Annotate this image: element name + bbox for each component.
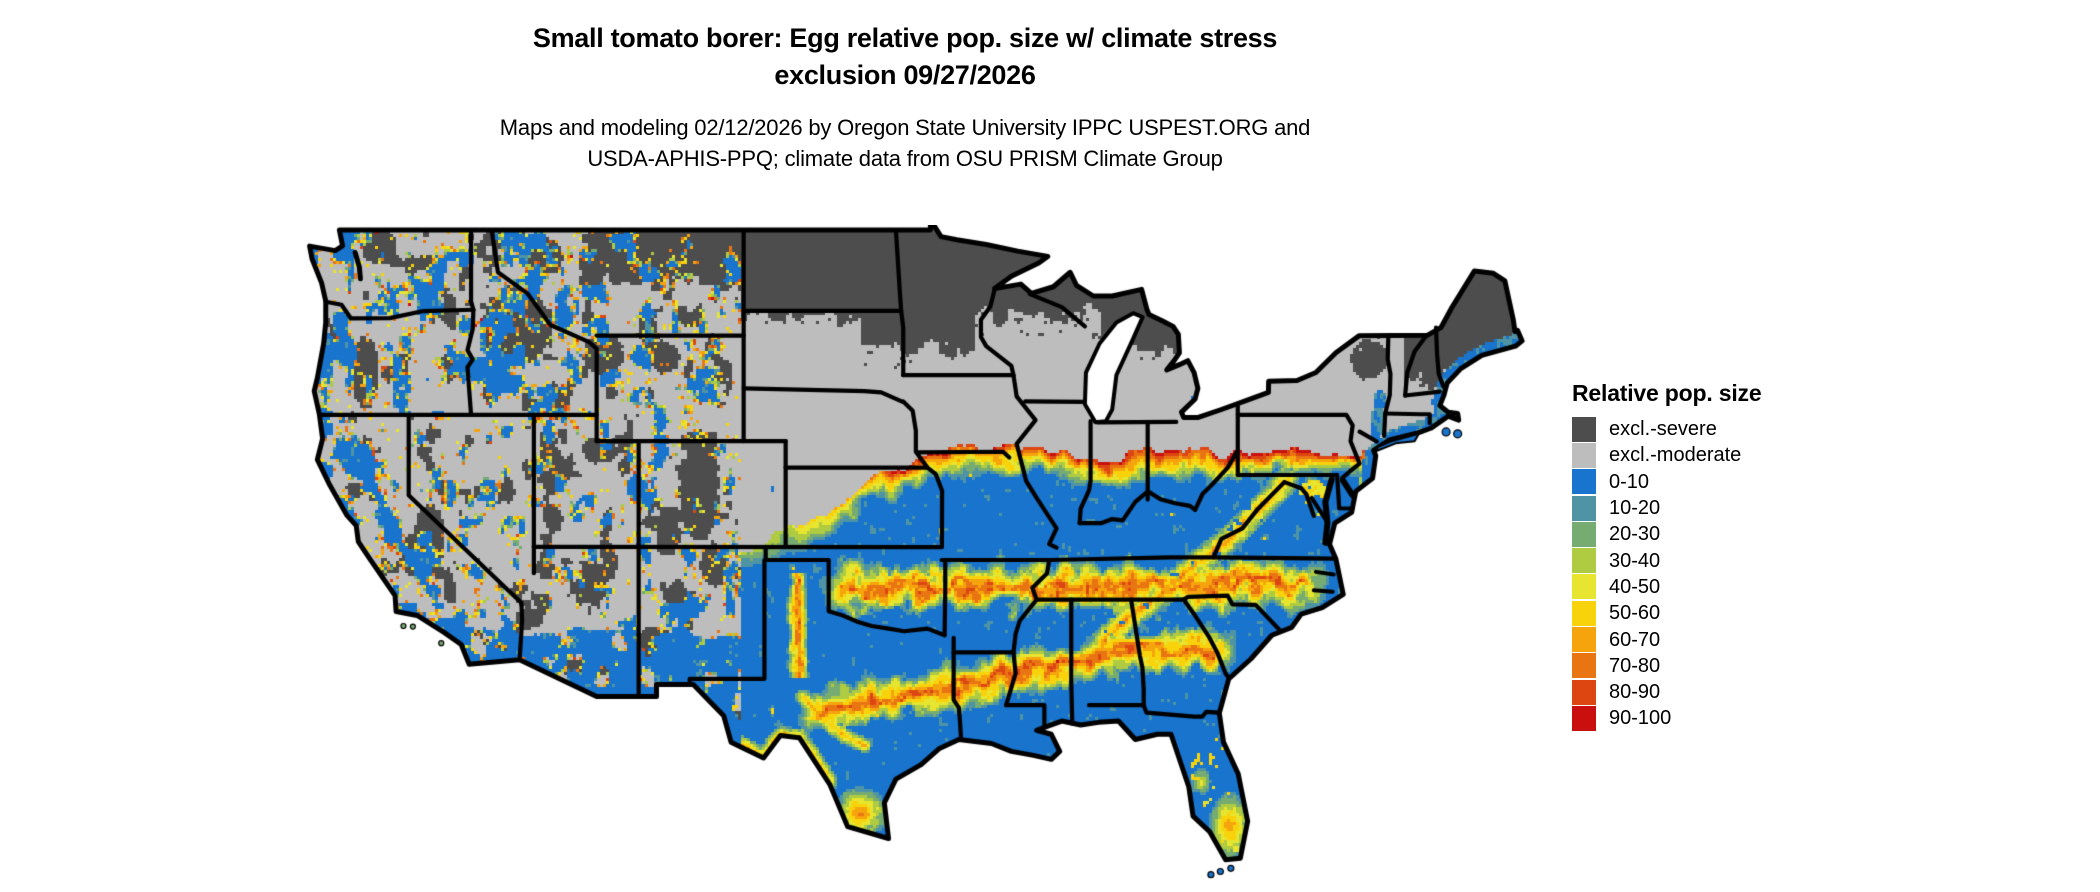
map-subtitle-line-1: Maps and modeling 02/12/2026 by Oregon S… [499, 115, 1311, 140]
legend-item: 50-60 [1572, 600, 1812, 626]
legend-item: 60-70 [1572, 626, 1812, 653]
legend-item: 70-80 [1572, 653, 1812, 679]
legend-item: 0-10 [1572, 469, 1812, 495]
legend-swatch [1572, 416, 1596, 442]
legend-swatch [1572, 521, 1596, 547]
legend-item-label: excl.-severe [1609, 418, 1717, 441]
legend: Relative pop. size excl.-severe excl.-mod… [1572, 380, 1812, 732]
legend-items: excl.-severe excl.-moderate 0-10 10-20 20-30… [1572, 416, 1812, 732]
us-map [300, 225, 1540, 892]
us-map-canvas [300, 225, 1540, 892]
legend-item-label: 80-90 [1609, 681, 1661, 704]
legend-item: 90-100 [1572, 705, 1812, 731]
legend-swatch [1572, 679, 1596, 705]
legend-item-label: 90-100 [1609, 707, 1672, 730]
map-title: Small tomato borer: Egg relative pop. si… [0, 20, 1810, 94]
legend-swatch [1572, 600, 1596, 626]
legend-item-label: 0-10 [1609, 470, 1650, 493]
legend-item: 20-30 [1572, 521, 1812, 547]
legend-swatch [1572, 442, 1596, 468]
legend-item-label: 50-60 [1609, 602, 1661, 625]
legend-item-label: 10-20 [1609, 497, 1661, 520]
legend-swatch [1572, 469, 1596, 495]
legend-item-label: 70-80 [1609, 654, 1661, 677]
legend-item-label: 30-40 [1609, 549, 1661, 572]
legend-swatch [1572, 627, 1596, 653]
legend-swatch [1572, 548, 1596, 574]
legend-item-label: excl.-moderate [1609, 444, 1742, 467]
legend-swatch [1572, 495, 1596, 521]
legend-item: 10-20 [1572, 495, 1812, 521]
legend-swatch [1572, 705, 1596, 731]
map-subtitle: Maps and modeling 02/12/2026 by Oregon S… [0, 112, 1810, 174]
legend-item: 40-50 [1572, 574, 1812, 600]
legend-item: 30-40 [1572, 547, 1812, 574]
legend-item-label: 20-30 [1609, 523, 1661, 546]
map-title-line-1: Small tomato borer: Egg relative pop. si… [532, 23, 1278, 53]
legend-swatch [1572, 653, 1596, 679]
legend-swatch [1572, 574, 1596, 600]
map-title-line-2: exclusion 09/27/2026 [774, 60, 1036, 90]
legend-title: Relative pop. size [1572, 380, 1762, 406]
legend-item-label: 40-50 [1609, 575, 1661, 598]
legend-item: excl.-moderate [1572, 442, 1812, 468]
legend-item: excl.-severe [1572, 416, 1812, 442]
legend-item: 80-90 [1572, 679, 1812, 705]
map-subtitle-line-2: USDA-APHIS-PPQ; climate data from OSU PR… [587, 146, 1223, 171]
legend-item-label: 60-70 [1609, 628, 1661, 651]
